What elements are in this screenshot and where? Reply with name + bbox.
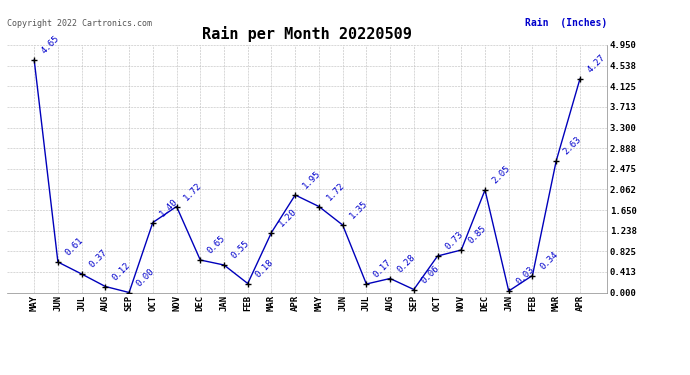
Text: 1.72: 1.72 [182,181,204,203]
Text: 0.73: 0.73 [443,230,464,252]
Text: 1.35: 1.35 [348,199,370,221]
Text: 0.34: 0.34 [538,250,560,272]
Text: 0.12: 0.12 [111,261,132,282]
Text: 0.18: 0.18 [253,258,275,279]
Text: 0.03: 0.03 [514,265,536,287]
Text: 0.55: 0.55 [230,239,251,261]
Text: 4.27: 4.27 [586,53,607,75]
Title: Rain per Month 20220509: Rain per Month 20220509 [202,27,412,42]
Text: 0.85: 0.85 [467,224,489,246]
Text: Rain  (Inches): Rain (Inches) [525,18,607,28]
Text: 0.28: 0.28 [395,253,417,274]
Text: 1.95: 1.95 [301,169,322,191]
Text: 2.63: 2.63 [562,135,583,157]
Text: 1.72: 1.72 [324,181,346,203]
Text: 0.06: 0.06 [420,264,441,285]
Text: 0.37: 0.37 [87,248,109,270]
Text: 2.05: 2.05 [491,164,512,186]
Text: Copyright 2022 Cartronics.com: Copyright 2022 Cartronics.com [7,19,152,28]
Text: 0.17: 0.17 [372,258,393,280]
Text: 1.40: 1.40 [159,197,180,218]
Text: 0.61: 0.61 [63,236,85,258]
Text: 1.20: 1.20 [277,207,299,228]
Text: 0.00: 0.00 [135,267,156,288]
Text: 0.65: 0.65 [206,234,228,256]
Text: 4.65: 4.65 [40,34,61,56]
